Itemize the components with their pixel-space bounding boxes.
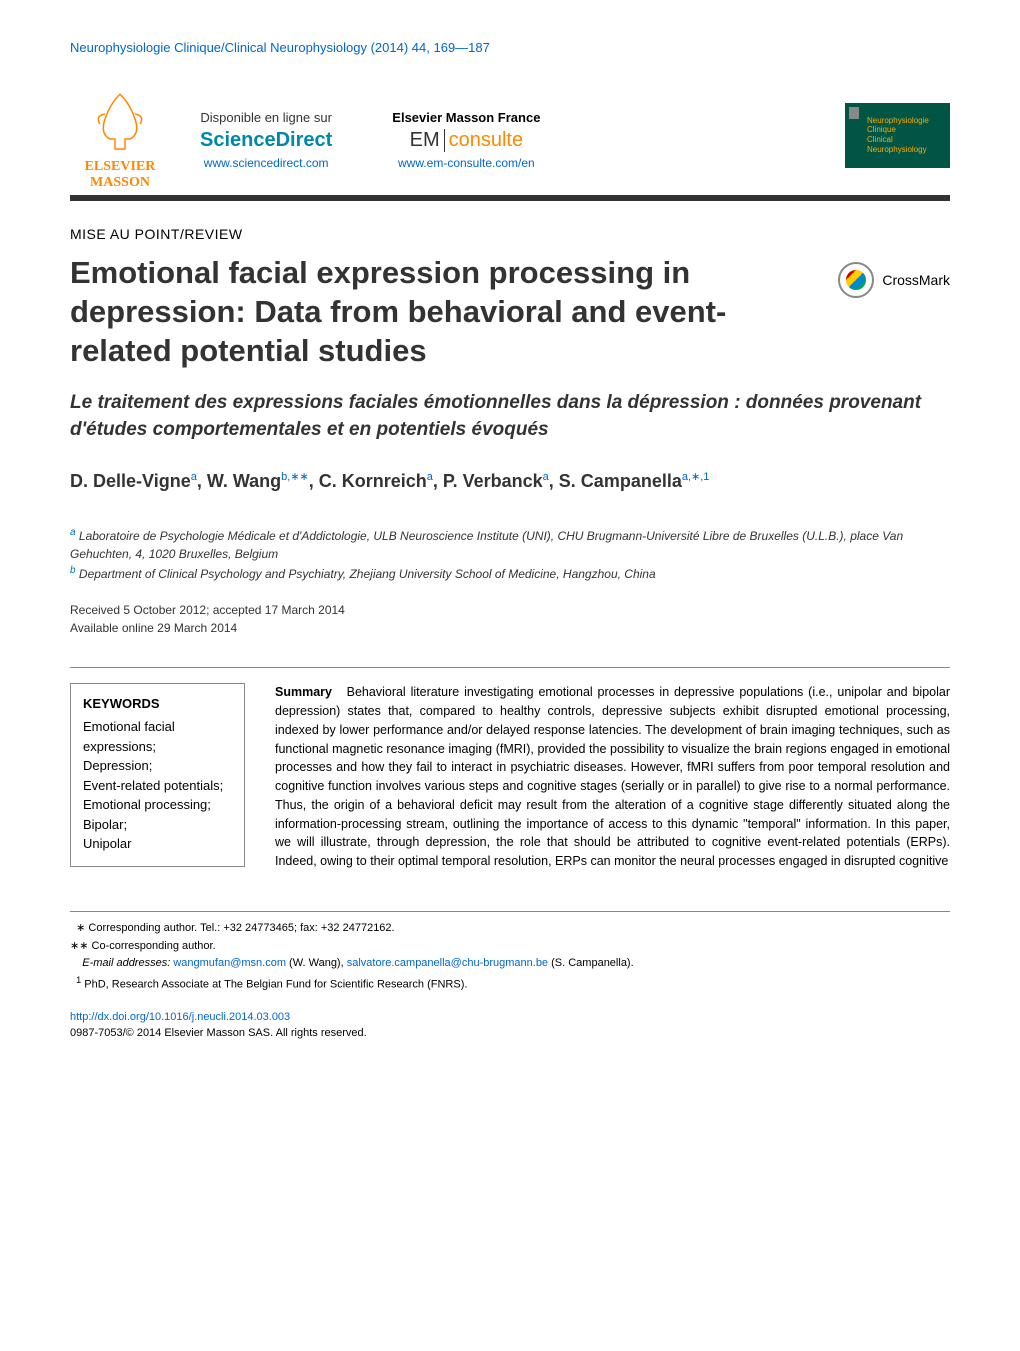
disponible-label: Disponible en ligne sur xyxy=(200,110,332,125)
article-title: Emotional facial expression processing i… xyxy=(70,254,808,370)
article-type: MISE AU POINT/REVIEW xyxy=(70,226,950,242)
keywords-title: KEYWORDS xyxy=(83,696,232,711)
header-banner: ELSEVIER MASSON Disponible en ligne sur … xyxy=(70,75,950,201)
title-row: Emotional facial expression processing i… xyxy=(70,254,950,370)
crossmark-icon xyxy=(838,262,874,298)
summary-label: Summary xyxy=(275,685,332,699)
em-consulte-url[interactable]: www.em-consulte.com/en xyxy=(398,156,535,170)
journal-cover-thumbnail: Neurophysiologie Clinique Clinical Neuro… xyxy=(845,103,950,168)
crossmark-badge[interactable]: CrossMark xyxy=(838,262,950,298)
elsevier-tree-icon xyxy=(75,79,165,159)
em-consulte-logo[interactable]: EM consulte xyxy=(410,129,524,152)
sciencedirect-logo[interactable]: ScienceDirect xyxy=(200,129,332,152)
sciencedirect-url[interactable]: www.sciencedirect.com xyxy=(204,156,329,170)
email-link-2[interactable]: salvatore.campanella@chu-brugmann.be xyxy=(347,957,548,969)
french-title: Le traitement des expressions faciales é… xyxy=(70,390,950,443)
footnotes: ∗ Corresponding author. Tel.: +32 247734… xyxy=(70,911,950,994)
keywords-box: KEYWORDS Emotional facial expressions; D… xyxy=(70,683,245,867)
summary-box: Summary Behavioral literature investigat… xyxy=(275,683,950,871)
authors-list: D. Delle-Vignea, W. Wangb,∗∗, C. Kornrei… xyxy=(70,468,950,495)
email-link-1[interactable]: wangmufan@msn.com xyxy=(173,957,286,969)
em-france-label: Elsevier Masson France xyxy=(392,110,540,125)
elsevier-masson-logo: ELSEVIER MASSON xyxy=(70,75,170,195)
copyright-text: 0987-7053/© 2014 Elsevier Masson SAS. Al… xyxy=(70,1025,950,1042)
consulte-part: consulte xyxy=(444,129,524,152)
crossmark-text: CrossMark xyxy=(882,272,950,288)
summary-text: Behavioral literature investigating emot… xyxy=(275,685,950,868)
content-row: KEYWORDS Emotional facial expressions; D… xyxy=(70,667,950,871)
em-part: EM xyxy=(410,129,440,152)
sciencedirect-column: Disponible en ligne sur ScienceDirect ww… xyxy=(200,110,332,170)
publication-dates: Received 5 October 2012; accepted 17 Mar… xyxy=(70,601,950,637)
banner-middle: Disponible en ligne sur ScienceDirect ww… xyxy=(200,100,815,170)
keywords-list: Emotional facial expressions; Depression… xyxy=(83,717,232,854)
affiliations: a Laboratoire de Psychologie Médicale et… xyxy=(70,525,950,583)
doi-link[interactable]: http://dx.doi.org/10.1016/j.neucli.2014.… xyxy=(70,1011,290,1023)
elsevier-text: ELSEVIER MASSON xyxy=(85,159,156,191)
emconsulte-column: Elsevier Masson France EM consulte www.e… xyxy=(392,110,540,170)
doi-section: http://dx.doi.org/10.1016/j.neucli.2014.… xyxy=(70,1009,950,1042)
journal-reference[interactable]: Neurophysiologie Clinique/Clinical Neuro… xyxy=(70,40,950,55)
